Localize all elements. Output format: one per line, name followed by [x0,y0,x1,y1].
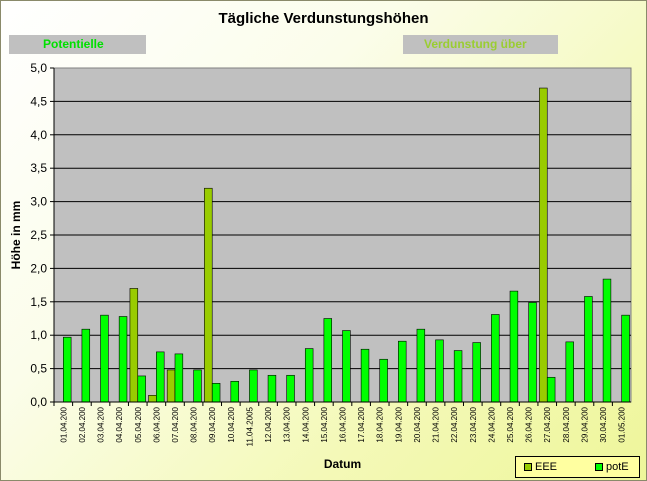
x-tick-label: 25.04.200 [506,406,515,442]
x-tick-label: 02.04.200 [78,406,87,442]
bar-pote-21 [435,339,444,403]
bar-pote-19 [398,340,407,403]
chart-title: Tägliche Verdunstungshöhen [218,10,429,27]
x-tick-label: 01.04.200 [59,406,68,442]
bar-eee-6 [148,395,157,403]
bar-pote-5 [137,375,146,403]
x-tick-label: 14.04.200 [301,406,310,442]
legend-label-eee: EEE [535,461,558,473]
x-tick-label: 18.04.200 [376,406,385,442]
legend-swatch-eee [524,463,532,471]
x-tick-label: 21.04.200 [432,406,441,442]
bar-pote-15 [323,318,333,403]
y-tick-label: 1,5 [30,295,47,309]
x-tick-label: 24.04.200 [487,406,496,442]
bar-eee-9 [204,187,213,403]
bar-pote-11 [249,369,258,403]
x-tick-label: 03.04.200 [97,406,106,442]
bar-pote-18 [379,358,388,403]
bar-pote-28 [565,341,574,403]
bar-pote-9 [211,382,221,403]
bar-pote-4 [118,316,128,403]
bar-pote-12 [267,374,277,403]
x-tick-label: 20.04.200 [413,406,422,442]
x-tick-label: 28.04.200 [562,406,571,442]
badge-verdunstung: Verdunstung über [403,35,558,54]
y-tick-label: 1,0 [30,328,47,342]
y-axis-title: Höhe in mm [9,201,23,270]
x-tick-label: 08.04.200 [190,406,199,442]
bar-pote-13 [286,374,295,403]
bar-pote-2 [81,328,91,403]
x-tick-label: 30.04.200 [599,406,608,442]
y-tick-label: 0,0 [30,395,47,409]
x-tick-label: 22.04.200 [450,406,459,442]
bar-pote-10 [230,380,239,403]
y-tick-label: 4,5 [30,94,47,108]
y-tick-label: 5,0 [30,61,47,75]
x-tick-label: 15.04.200 [320,406,329,442]
x-tick-label: 04.04.200 [115,406,124,442]
bar-pote-7 [174,353,184,403]
bar-pote-27 [546,376,556,403]
bar-pote-20 [416,328,426,403]
x-tick-label: 23.04.200 [469,406,478,442]
bar-eee-27 [539,87,548,403]
x-tick-label: 17.04.200 [357,406,366,442]
x-tick-label: 11.04.2005 [245,406,254,446]
bar-eee-7 [166,369,176,403]
x-axis-title: Datum [324,457,361,471]
x-tick-label: 16.04.200 [339,406,348,442]
y-tick-label: 3,5 [30,161,47,175]
bar-pote-1 [63,336,72,403]
x-tick-label: 27.04.200 [543,406,552,442]
y-tick-label: 2,0 [30,261,47,275]
x-tick-label: 07.04.200 [171,406,180,442]
legend-swatch-pote [595,463,604,471]
x-tick-label: 10.04.200 [227,406,236,442]
x-tick-label: 06.04.200 [152,406,161,442]
x-tick-label: 05.04.200 [134,406,143,442]
bar-pote-26 [528,302,537,403]
bar-pote-25 [509,290,519,403]
legend-item-eee: EEE [524,461,557,473]
legend-item-pote: potE [595,461,629,473]
x-tick-label: 26.04.200 [525,406,534,442]
badge-potentielle: Potentielle [9,35,146,54]
x-tick-label: 29.04.200 [580,406,589,442]
x-tick-label: 19.04.200 [394,406,403,442]
x-tick-label: 12.04.200 [264,406,273,442]
bar-pote-17 [360,348,370,403]
y-tick-label: 0,5 [30,362,47,376]
bar-pote-16 [342,330,351,403]
bar-pote-30 [602,278,612,403]
bar-pote-3 [100,314,109,403]
y-tick-label: 4,0 [30,128,47,142]
bar-pote-8 [193,369,202,403]
x-tick-label: 09.04.200 [208,406,217,442]
bar-pote-29 [584,296,593,403]
bar-pote-6 [156,351,165,403]
legend-label-pote: potE [606,461,629,473]
y-tick-label: 2,5 [30,228,47,242]
bar-pote-14 [304,348,314,403]
legend: EEE potE [515,456,640,478]
bar-pote-31 [621,314,630,403]
bar-eee-5 [129,288,139,403]
x-tick-label: 01.05.200 [618,406,627,442]
x-tick-label: 13.04.200 [283,406,292,442]
bar-pote-23 [472,342,481,403]
bar-pote-24 [491,314,500,403]
bar-pote-22 [453,350,463,403]
y-tick-label: 3,0 [30,195,47,209]
